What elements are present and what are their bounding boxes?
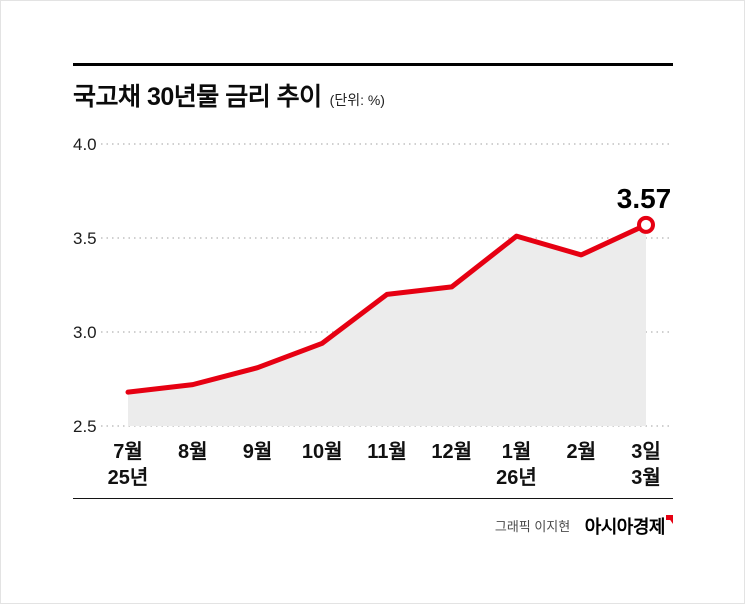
page-title: 국고채 30년물 금리 추이	[73, 83, 322, 111]
last-value-label: 3.57	[617, 183, 672, 214]
xtick-label-0: 7월	[113, 440, 143, 463]
xtick-sublabel-0: 25년	[108, 466, 149, 489]
area-fill	[128, 224, 646, 426]
xtick-label-8: 3일	[631, 440, 661, 463]
xtick-label-6: 1월	[502, 440, 532, 463]
credit-graphic-label: 그래픽 이지현	[494, 519, 571, 534]
xtick-sublabel-6: 26년	[496, 466, 537, 489]
top-rule	[73, 63, 673, 66]
ytick-label-4: 4.0	[73, 135, 97, 154]
xtick-label-3: 10월	[302, 440, 343, 463]
last-point-marker	[637, 215, 655, 234]
chart-svg: 4.0 3.5 3.0 2.5 3.57 7월 8월 9월 10월 11월 12월 1월 2월 3일 25년…	[73, 135, 673, 489]
unit-label: (단위: %)	[329, 92, 385, 108]
ytick-label-2.5: 2.5	[73, 417, 97, 436]
ytick-label-3.5: 3.5	[73, 229, 97, 248]
xtick-label-5: 12월	[431, 440, 472, 463]
bottom-rule	[73, 498, 673, 499]
series-line	[125, 222, 649, 395]
title-row: 국고채 30년물 금리 추이 (단위: %)	[73, 77, 673, 113]
ytick-label-3: 3.0	[73, 323, 97, 342]
xtick-sublabel-8: 3월	[631, 466, 661, 489]
credit-row: 그래픽 이지현 아시아경제	[73, 513, 673, 539]
xtick-label-2: 9월	[243, 440, 273, 463]
xtick-label-7: 2월	[566, 440, 596, 463]
asiae-logo-mark-icon	[666, 515, 673, 524]
xtick-label-4: 11월	[367, 440, 407, 463]
brand-logo-text: 아시아경제	[584, 517, 666, 537]
xtick-label-1: 8월	[178, 440, 208, 463]
